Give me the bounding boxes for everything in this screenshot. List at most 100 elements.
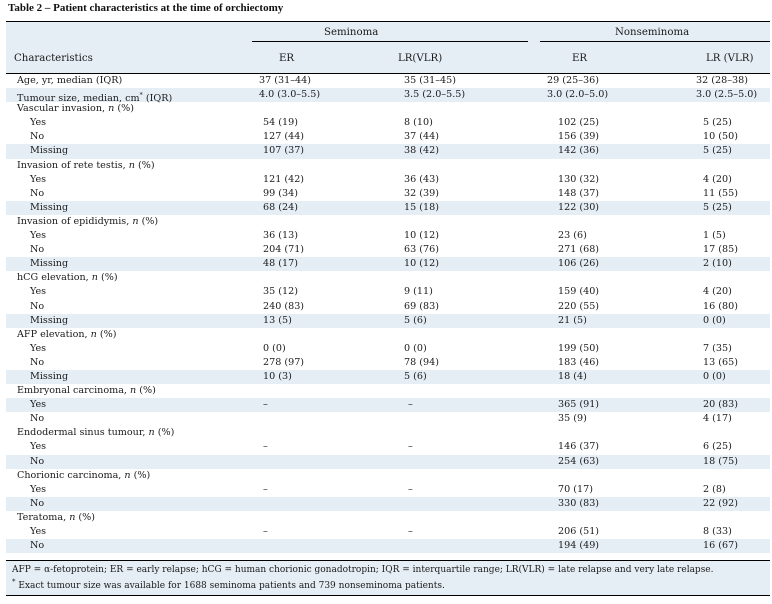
seminoma-er-cell: 68 (24) (263, 201, 298, 213)
table-row: Yes 54 (19) 8 (10) 102 (25) 5 (25) (6, 116, 770, 130)
table-row: Yes – – 70 (17) 2 (8) (6, 483, 770, 497)
nonseminoma-lr-header: LR (VLR) (706, 53, 754, 64)
table-row: No 127 (44) 37 (44) 156 (39) 10 (50) (6, 130, 770, 144)
row-label: hCG elevation, n (%) (17, 272, 118, 284)
row-label: Missing (30, 201, 69, 213)
table-group-row: Embryonal carcinoma, n (%) (6, 384, 770, 398)
nonseminoma-lr-cell: 4 (20) (703, 286, 732, 298)
nonseminoma-er-cell: 206 (51) (558, 526, 600, 537)
nonseminoma-lr-cell: 5 (25) (703, 145, 732, 157)
nonseminoma-rule (540, 41, 770, 42)
row-label: Missing (30, 314, 69, 326)
seminoma-er-cell: 36 (13) (263, 230, 298, 242)
nonseminoma-er-cell: 271 (68) (558, 244, 600, 256)
nonseminoma-lr-cell: 11 (55) (703, 187, 738, 199)
seminoma-lr-cell: 63 (76) (404, 244, 439, 256)
table-group-row: Invasion of epididymis, n (%) (6, 215, 770, 229)
table-row: No 278 (97) 78 (94) 183 (46) 13 (65) (6, 356, 770, 370)
nonseminoma-lr-cell: 2 (10) (703, 258, 732, 270)
table-row: Missing 107 (37) 38 (42) 142 (36) 5 (25) (6, 144, 770, 159)
row-label: Vascular invasion, n (%) (17, 103, 134, 115)
row-label: Missing (30, 370, 69, 382)
seminoma-lr-cell: 69 (83) (404, 300, 439, 312)
nonseminoma-er-cell: 146 (37) (558, 441, 600, 453)
nonseminoma-er-cell: 29 (25–36) (547, 75, 599, 86)
nonseminoma-er-cell: 330 (83) (558, 497, 600, 509)
row-label: No (30, 540, 45, 552)
seminoma-er-cell: 13 (5) (263, 314, 292, 326)
nonseminoma-header: Nonseminoma (615, 27, 690, 38)
nonseminoma-er-cell: 156 (39) (558, 131, 600, 143)
seminoma-er-cell: 48 (17) (263, 258, 298, 270)
nonseminoma-lr-cell: 16 (67) (703, 540, 738, 552)
table-row: Missing 10 (3) 5 (6) 18 (4) 0 (0) (6, 369, 770, 385)
seminoma-er-cell: 127 (44) (263, 131, 305, 143)
table-row: Yes – – 146 (37) 6 (25) (6, 440, 770, 454)
table-row: Missing 13 (5) 5 (6) 21 (5) 0 (0) (6, 313, 770, 328)
table-row: No 240 (83) 69 (83) 220 (55) 16 (80) (6, 300, 770, 314)
seminoma-er-cell: 278 (97) (263, 356, 305, 368)
row-label: Teratoma, n (%) (17, 511, 96, 523)
nonseminoma-er-cell: 254 (63) (558, 455, 600, 467)
nonseminoma-lr-cell: 5 (25) (703, 201, 732, 213)
nonseminoma-lr-cell: 0 (0) (703, 370, 726, 382)
row-label: Yes (30, 230, 47, 242)
row-label: No (30, 187, 45, 199)
nonseminoma-er-cell: 199 (50) (558, 342, 600, 354)
seminoma-lr-cell: 38 (42) (404, 145, 439, 157)
row-label: No (30, 455, 45, 467)
seminoma-lr-cell: – (408, 526, 413, 537)
table-title: Table 2 – Patient characteristics at the… (8, 2, 284, 14)
nonseminoma-lr-cell: 0 (0) (703, 314, 726, 326)
nonseminoma-lr-cell: 7 (35) (703, 342, 732, 354)
footnote-abbreviations: AFP = α-fetoprotein; ER = early relapse;… (12, 565, 714, 575)
table-group-row: hCG elevation, n (%) (6, 271, 770, 285)
nonseminoma-er-cell: 220 (55) (558, 300, 600, 312)
seminoma-er-cell: 37 (31–44) (259, 75, 311, 86)
seminoma-er-cell: 121 (42) (263, 173, 305, 185)
row-label: Yes (30, 399, 47, 411)
nonseminoma-er-cell: 18 (4) (558, 370, 587, 382)
nonseminoma-lr-cell: 4 (20) (703, 173, 732, 185)
table-group-row: Endodermal sinus tumour, n (%) (6, 426, 770, 440)
seminoma-lr-cell: 37 (44) (404, 131, 439, 143)
nonseminoma-er-cell: 194 (49) (558, 540, 600, 552)
nonseminoma-er-cell: 130 (32) (558, 173, 600, 185)
row-label: Yes (30, 342, 47, 354)
seminoma-lr-cell: 15 (18) (404, 201, 439, 213)
row-label: No (30, 244, 45, 256)
nonseminoma-lr-cell: 2 (8) (703, 483, 726, 495)
table-row: Yes – – 206 (51) 8 (33) (6, 525, 770, 539)
seminoma-lr-cell: – (408, 483, 413, 495)
nonseminoma-er-cell: 106 (26) (558, 258, 600, 270)
table-group-row: Teratoma, n (%) (6, 511, 770, 525)
seminoma-lr-cell: 5 (6) (404, 314, 427, 326)
seminoma-lr-cell: 0 (0) (404, 342, 427, 354)
table-row: No 35 (9) 4 (17) (6, 412, 770, 426)
nonseminoma-er-cell: 35 (9) (558, 413, 587, 425)
row-label: No (30, 300, 45, 312)
nonseminoma-lr-cell: 6 (25) (703, 441, 732, 453)
nonseminoma-lr-cell: 10 (50) (703, 131, 738, 143)
row-label: No (30, 131, 45, 143)
nonseminoma-lr-cell: 17 (85) (703, 244, 738, 256)
seminoma-er-cell: – (263, 399, 268, 411)
seminoma-lr-cell: – (408, 441, 413, 453)
nonseminoma-er-cell: 142 (36) (558, 145, 600, 157)
seminoma-lr-cell: 36 (43) (404, 173, 439, 185)
row-label: No (30, 497, 45, 509)
nonseminoma-er-cell: 23 (6) (558, 230, 587, 242)
row-label: Yes (30, 483, 47, 495)
nonseminoma-lr-cell: 1 (5) (703, 230, 726, 242)
table-row: Missing 48 (17) 10 (12) 106 (26) 2 (10) (6, 257, 770, 272)
row-label: Yes (30, 173, 47, 185)
table-row: Tumour size, median, cm* (IQR) 4.0 (3.0–5… (6, 88, 770, 104)
nonseminoma-er-cell: 122 (30) (558, 201, 600, 213)
table-row: Yes 35 (12) 9 (11) 159 (40) 4 (20) (6, 285, 770, 299)
nonseminoma-er-cell: 70 (17) (558, 483, 593, 495)
nonseminoma-lr-cell: 4 (17) (703, 413, 732, 425)
seminoma-er-cell: 107 (37) (263, 145, 305, 157)
seminoma-lr-cell: – (408, 399, 413, 411)
seminoma-er-cell: 204 (71) (263, 244, 305, 256)
seminoma-er-header: ER (279, 53, 295, 64)
